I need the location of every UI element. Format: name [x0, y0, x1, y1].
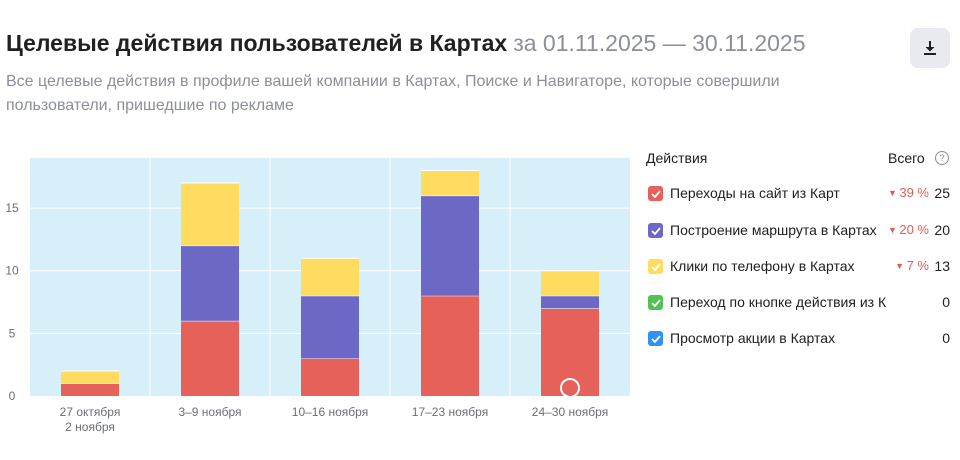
download-icon — [924, 41, 936, 55]
legend-item-total: 0 — [942, 330, 950, 346]
delta-value: 20 % — [899, 222, 929, 237]
x-tick-label: 2 ноября — [65, 420, 115, 434]
y-tick-label: 5 — [9, 326, 16, 340]
check-icon — [650, 226, 661, 235]
legend-item-total: 25 — [934, 185, 950, 201]
legend: Действия Всего ? Переходы на сайт из Кар… — [646, 150, 956, 346]
bar-segment — [421, 170, 479, 196]
legend-total-label: Всего — [888, 150, 925, 166]
page-title: Целевые действия пользователей в Картах з… — [6, 30, 806, 57]
legend-item-label: Клики по телефону в Картах — [670, 258, 855, 274]
legend-checkbox[interactable] — [648, 295, 663, 310]
x-tick-label: 24–30 ноября — [532, 405, 608, 419]
decrease-arrow-icon: ▼ — [887, 188, 900, 198]
bar-segment — [301, 258, 359, 296]
legend-item[interactable]: Построение маршрута в Картах ▼ 20 % 20 — [646, 222, 956, 242]
bar-segment — [61, 370, 119, 384]
legend-item-delta: ▼ 39 % — [879, 185, 929, 200]
bar-segment — [61, 383, 119, 396]
legend-item[interactable]: Клики по телефону в Картах ▼ 7 % 13 — [646, 258, 956, 278]
x-tick-label: 27 октября — [60, 405, 121, 419]
decrease-arrow-icon: ▼ — [887, 225, 900, 235]
delta-value: 7 % — [906, 258, 929, 273]
bar-segment — [181, 320, 239, 396]
legend-item-label: Переходы на сайт из Карт — [670, 185, 840, 201]
y-tick-label: 10 — [5, 264, 19, 278]
delta-value: 39 % — [899, 185, 929, 200]
comment-marker-icon — [560, 378, 580, 398]
title-text: Целевые действия пользователей в Картах — [6, 30, 508, 56]
legend-checkbox[interactable] — [648, 259, 663, 274]
help-icon[interactable]: ? — [935, 151, 949, 165]
x-tick-label: 10–16 ноября — [292, 405, 368, 419]
legend-item-total: 20 — [934, 222, 950, 238]
y-tick-label: 15 — [5, 201, 19, 215]
decrease-arrow-icon: ▼ — [895, 261, 907, 271]
legend-item-total: 0 — [942, 294, 950, 310]
legend-item[interactable]: Переход по кнопке действия из Карт 0 — [646, 294, 956, 314]
check-icon — [650, 189, 661, 198]
comment-marker-tail — [563, 394, 569, 401]
x-tick-label: 3–9 ноября — [178, 405, 241, 419]
period-text: за 01.11.2025 — 30.11.2025 — [513, 30, 806, 56]
bar-segment — [181, 245, 239, 321]
legend-item-total: 13 — [934, 258, 950, 274]
bar-segment — [541, 295, 599, 309]
legend-item-delta: ▼ 20 % — [879, 222, 929, 237]
legend-item[interactable]: Просмотр акции в Картах 0 — [646, 330, 956, 350]
legend-item-label: Построение маршрута в Картах — [670, 222, 877, 238]
check-icon — [650, 334, 661, 343]
download-button[interactable] — [910, 28, 950, 68]
check-icon — [650, 262, 661, 271]
legend-item-delta: ▼ 7 % — [879, 258, 929, 273]
legend-item-label: Просмотр акции в Картах — [670, 330, 836, 346]
legend-header: Действия Всего ? — [646, 150, 956, 168]
x-tick-label: 17–23 ноября — [412, 405, 488, 419]
legend-item-label: Переход по кнопке действия из Карт — [670, 294, 886, 310]
legend-checkbox[interactable] — [648, 186, 663, 201]
check-icon — [650, 298, 661, 307]
bar-segment — [541, 270, 599, 296]
bar-segment — [301, 358, 359, 396]
bar-segment — [181, 183, 239, 246]
bar-segment — [421, 295, 479, 396]
y-tick-label: 0 — [9, 389, 16, 403]
legend-checkbox[interactable] — [648, 331, 663, 346]
page-subtitle: Все целевые действия в профиле вашей ком… — [6, 73, 780, 114]
legend-header-label: Действия — [646, 150, 708, 166]
legend-checkbox[interactable] — [648, 223, 663, 238]
bar-segment — [301, 295, 359, 359]
legend-item[interactable]: Переходы на сайт из Карт ▼ 39 % 25 — [646, 185, 956, 205]
bar-segment — [421, 195, 479, 296]
